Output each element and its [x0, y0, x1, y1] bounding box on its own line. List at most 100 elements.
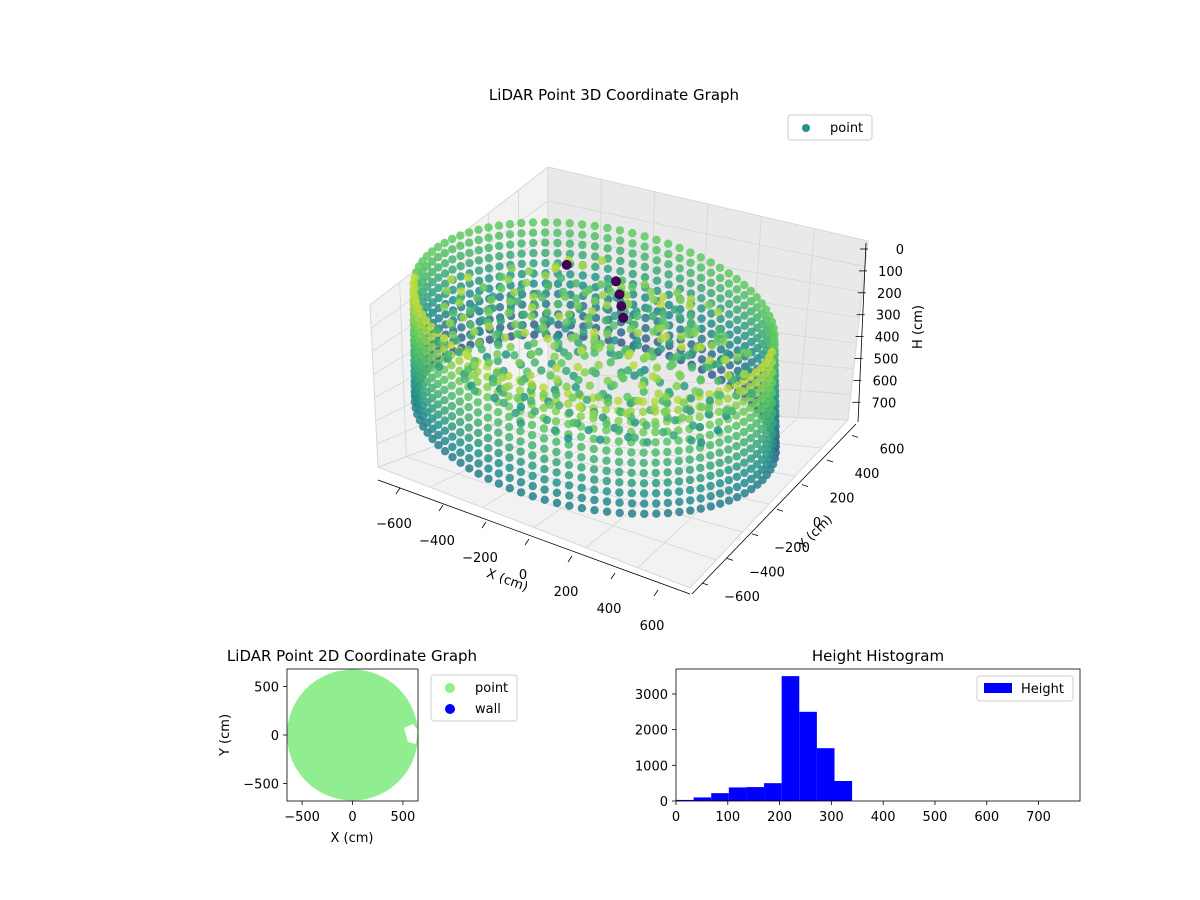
cloud-point [770, 330, 779, 339]
y-tick-label: −600 [724, 590, 760, 605]
cloud-point [567, 333, 576, 343]
cloud-point [627, 448, 636, 457]
cloud-point [484, 454, 493, 463]
cloud-point [648, 311, 657, 321]
cloud-point [470, 386, 479, 395]
cloud-point [564, 450, 573, 459]
cloud-point [747, 474, 756, 484]
cloud-point [455, 417, 465, 427]
cloud-point [610, 311, 619, 321]
cloud-point [615, 467, 624, 477]
cloud-point [695, 412, 704, 422]
back-grid-line [547, 200, 866, 267]
cloud-point [686, 248, 695, 257]
cloud-point [713, 308, 723, 317]
cloud-point [484, 253, 494, 263]
cloud-point [479, 283, 488, 292]
cloud-point [516, 478, 526, 487]
cloud-point [663, 508, 673, 518]
cloud-point [504, 275, 513, 284]
cloud-point [603, 330, 612, 339]
cloud-point [623, 366, 633, 375]
cloud-point [581, 288, 590, 297]
cloud-point [492, 368, 501, 378]
cloud-point [654, 389, 663, 398]
legend-2d: point wall [430, 674, 518, 722]
cloud-point [483, 393, 492, 402]
z-tick-label: 400 [875, 331, 900, 346]
cloud-point [715, 325, 724, 334]
cloud-point [474, 338, 484, 347]
cloud-point [721, 355, 730, 365]
cloud-point [628, 229, 637, 238]
cloud-point [584, 425, 593, 435]
cloud-point [494, 469, 503, 478]
cloud-point [733, 325, 742, 335]
cloud-point [504, 422, 514, 432]
cloud-point [675, 487, 684, 496]
cloud-point [499, 366, 508, 376]
cloud-point [746, 444, 755, 453]
cloud-point [640, 242, 649, 251]
cloud-point [564, 481, 574, 490]
cloud-point [641, 334, 650, 343]
cloud-point [543, 308, 552, 317]
y-tick-mark [851, 435, 859, 438]
cloud-point [680, 381, 689, 391]
cloud-point [596, 435, 605, 444]
y-ticks-histogram: 0 1000 2000 3000 [635, 688, 676, 810]
cloud-point [622, 291, 631, 300]
cloud-point [447, 371, 456, 380]
cloud-point [440, 396, 449, 405]
cloud-point [465, 248, 474, 258]
cloud-point [546, 371, 555, 380]
cloud-point [751, 378, 761, 387]
cloud-point [659, 428, 668, 437]
cloud-point [495, 241, 504, 251]
cloud-point [705, 430, 715, 440]
cloud-point [528, 471, 537, 481]
cloud-point [602, 436, 611, 445]
x-tick-label-histogram: 700 [1026, 810, 1051, 825]
cloud-point [602, 466, 611, 476]
cloud-point [664, 239, 673, 248]
cloud-point [628, 249, 637, 258]
x-tick-mark [653, 589, 659, 597]
cloud-point [610, 336, 619, 345]
cloud-point [589, 465, 599, 474]
cloud-point [473, 408, 483, 417]
cloud-point [603, 244, 612, 253]
cloud-point [542, 415, 552, 425]
x-tick-label-2d: 0 [348, 810, 356, 825]
cloud-point [594, 360, 603, 370]
cloud-point [578, 271, 587, 280]
y-tick-mark [726, 558, 734, 561]
cloud-point [665, 338, 674, 347]
left-grid-line [399, 281, 407, 457]
cloud-point [448, 442, 457, 452]
cloud-point [517, 218, 526, 228]
legend-histogram: Height [976, 675, 1074, 702]
cloud-point [686, 295, 696, 304]
cloud-point [591, 262, 600, 271]
cloud-point [565, 249, 575, 259]
cloud-point [602, 487, 612, 496]
cloud-point [565, 491, 574, 500]
cloud-point [465, 289, 474, 298]
cloud-point [732, 493, 742, 502]
cloud-point [577, 473, 586, 482]
cloud-point [676, 325, 685, 334]
cloud-point [687, 340, 696, 349]
cloud-point [443, 350, 453, 359]
cloud-point [577, 453, 586, 462]
cloud-point [716, 345, 726, 354]
y-tick-mark [701, 582, 709, 586]
cloud-point [652, 266, 662, 275]
cloud-point [505, 463, 514, 472]
cloud-point [615, 498, 624, 507]
cloud-point [733, 315, 742, 325]
cloud-point [540, 454, 549, 464]
cloud-point [495, 262, 504, 271]
x-tick-label-histogram: 500 [923, 810, 948, 825]
cloud-point [541, 299, 551, 309]
